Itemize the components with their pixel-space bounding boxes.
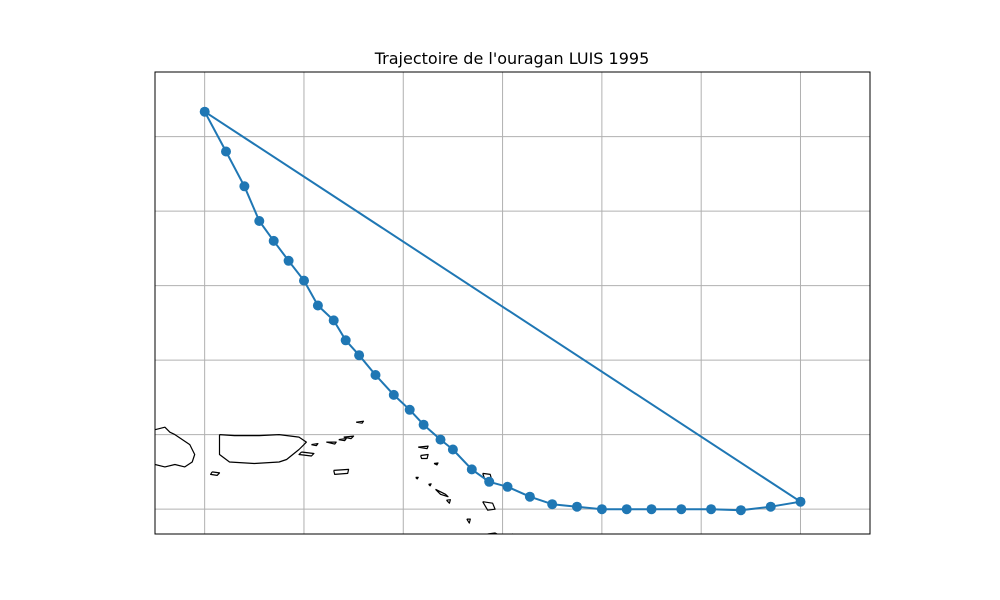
track-point-5	[283, 255, 294, 266]
coastline-15	[435, 488, 449, 498]
track-point-29	[765, 501, 776, 512]
track-point-17	[466, 464, 477, 475]
track-point-1	[221, 146, 231, 157]
track-point-21	[547, 499, 558, 510]
track-point-27	[706, 504, 717, 515]
track-point-28	[735, 505, 746, 516]
track-point-16	[447, 444, 458, 455]
coastline-14	[428, 483, 432, 487]
track-point-22	[572, 501, 582, 512]
track-point-30	[795, 496, 806, 507]
track-point-3	[254, 216, 265, 226]
track-point-9	[340, 335, 351, 346]
coastlines	[155, 420, 514, 534]
coastline-11	[420, 453, 429, 460]
coastline-0	[155, 426, 196, 468]
coastline-8	[356, 420, 365, 424]
track-point-0	[199, 106, 210, 117]
track-point-25	[646, 504, 657, 515]
track-point-2	[239, 181, 250, 192]
coastline-4	[311, 443, 319, 447]
coastline-5	[326, 441, 337, 445]
coastline-9	[333, 468, 350, 475]
coastline-1	[210, 471, 221, 476]
map-frame	[154, 71, 871, 535]
track-point-8	[328, 315, 339, 326]
track-point-11	[370, 370, 381, 380]
track-point-15	[435, 434, 446, 445]
map-title: Trajectoire de l'ouragan LUIS 1995	[374, 49, 650, 68]
track-point-24	[621, 504, 632, 515]
track-point-4	[268, 235, 279, 246]
map-axes-background	[155, 72, 870, 534]
track-point-13	[404, 404, 415, 415]
coastline-6	[338, 438, 347, 442]
track-point-26	[676, 504, 687, 515]
track-point-20	[524, 491, 535, 502]
track-point-12	[388, 389, 399, 400]
track-point-23	[596, 504, 607, 515]
coastline-16	[446, 499, 451, 504]
track-point-10	[354, 350, 365, 361]
track-point-14	[418, 419, 429, 430]
coastline-12	[433, 462, 439, 466]
coastline-3	[298, 451, 315, 457]
track-point-19	[502, 481, 513, 492]
coastline-7	[343, 435, 355, 440]
coastline-10	[418, 445, 429, 450]
track-point-18	[484, 476, 495, 487]
coastline-19	[466, 518, 471, 524]
track-point-7	[312, 300, 323, 311]
track-point-6	[299, 275, 309, 286]
coastline-18	[482, 501, 496, 511]
coastline-2	[218, 434, 307, 465]
coastline-13	[415, 476, 419, 480]
hurricane-track	[199, 106, 806, 516]
